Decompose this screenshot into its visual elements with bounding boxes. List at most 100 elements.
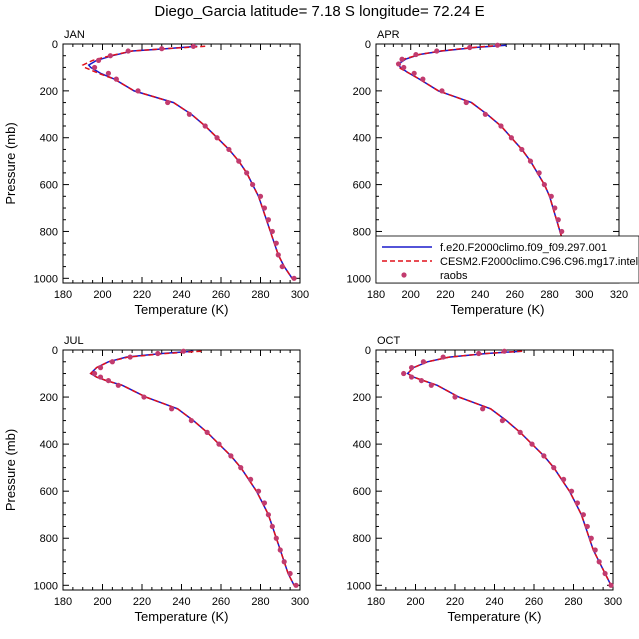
panel-title-oct: OCT [377,335,401,347]
raobs-point [261,205,268,211]
raobs-point [159,46,165,52]
legend-label: f.e20.F2000climo.f09_f09.297.001 [440,242,607,254]
raobs-point [190,43,196,49]
raobs-point [559,228,565,235]
raobs-point [551,465,557,471]
raobs-point [279,263,285,270]
x-tick-label: 200 [402,289,420,301]
y-tick-label: 600 [40,486,58,498]
raobs-point [463,99,469,106]
x-tick-label: 180 [54,289,72,301]
raobs-point [109,359,115,365]
raobs-point [580,512,586,518]
raobs-point [602,570,608,577]
raobs-point [250,181,256,188]
x-tick-label: 300 [604,596,622,608]
raobs-point [568,488,575,494]
raobs-point [127,354,133,360]
y-tick-label: 0 [365,345,371,357]
x-axis-label: Temperature (K) [448,609,542,624]
y-tick-label: 0 [365,39,371,51]
y-axis-label: Pressure (mb) [3,429,18,511]
raobs-point [188,417,194,424]
raobs-point [439,88,445,94]
x-tick-label: 200 [93,289,111,301]
x-axis-label: Temperature (K) [135,302,229,317]
y-tick-label: 0 [52,345,58,357]
raobs-point [277,547,283,553]
model2-line [89,350,295,586]
raobs-point [92,370,98,377]
x-tick-label: 280 [564,596,582,608]
y-tick-label: 400 [40,133,58,145]
raobs-point [180,348,187,354]
raobs-point [293,582,299,588]
x-tick-label: 260 [212,289,230,301]
legend-label: CESM2.F2000climo.C96.C96.mg17.intel.c [440,256,639,268]
raobs-point [480,406,486,412]
raobs-point [541,453,547,459]
y-tick-label: 200 [40,86,58,98]
y-tick-label: 400 [353,133,371,145]
x-tick-label: 180 [54,596,72,608]
chart-panel-oct: 180 200 220 240 260 280 300 0 200 400 600 800 1000 OC… [347,335,623,624]
raobs-point [561,476,567,483]
y-tick-label: 600 [40,180,58,192]
x-tick-label: 260 [212,596,230,608]
raobs-point [440,354,446,360]
raobs-point [420,76,426,82]
raobs-point [555,217,561,223]
y-tick-label: 400 [353,439,371,451]
plot-frame [62,43,301,284]
y-tick-label: 0 [52,39,58,51]
chart-panel-jul: 180 200 220 240 260 280 300 0 200 400 600 800 1000 JU… [3,335,309,624]
x-tick-label: 240 [485,596,503,608]
raobs-point [255,488,262,494]
page-title: Diego_Garcia latitude= 7.18 S longitude=… [154,3,485,20]
plot-frame [62,349,301,591]
raobs-point [519,146,525,153]
raobs-point [107,53,113,59]
raobs-point [92,64,98,71]
x-tick-label: 300 [291,596,309,608]
raobs-point [273,240,279,246]
raobs-point [574,500,581,506]
raobs-point [588,535,594,541]
y-tick-label: 800 [40,533,58,545]
y-tick-label: 600 [353,180,371,192]
raobs-point [248,476,254,483]
x-tick-label: 180 [367,596,385,608]
raobs-point [411,70,417,76]
y-tick-label: 1000 [347,580,371,592]
raobs-point [418,377,425,384]
raobs-point [226,146,232,153]
y-tick-label: 1000 [347,273,371,285]
raobs-point [216,441,222,447]
raobs-point [428,382,434,388]
legend: f.e20.F2000climo.f09_f09.297.001 CESM2.F2… [375,235,639,284]
raobs-point [275,252,281,258]
raobs-point [265,512,271,518]
raobs-point [476,350,482,357]
raobs-point [498,123,504,129]
chart-panel-jan: 180 200 220 240 260 280 300 0 200 400 600 800 1000 JA… [3,29,309,317]
raobs-point [273,535,279,541]
raobs-point [155,350,161,357]
legend-label: raobs [440,270,468,282]
raobs-point [399,56,405,62]
x-tick-label: 320 [610,289,628,301]
raobs-point [608,582,614,588]
y-tick-label: 1000 [34,580,58,592]
raobs-point [105,377,112,384]
x-tick-label: 240 [471,289,489,301]
model2-line [406,350,612,586]
raobs-point [165,99,171,106]
raobs-point [395,61,402,67]
raobs-point [517,429,523,435]
model2-line [81,45,293,279]
raobs-point [261,500,268,506]
x-tick-label: 240 [172,596,190,608]
y-tick-label: 800 [40,226,58,238]
panel-title-jul: JUL [64,335,84,347]
raobs-point [105,70,112,76]
